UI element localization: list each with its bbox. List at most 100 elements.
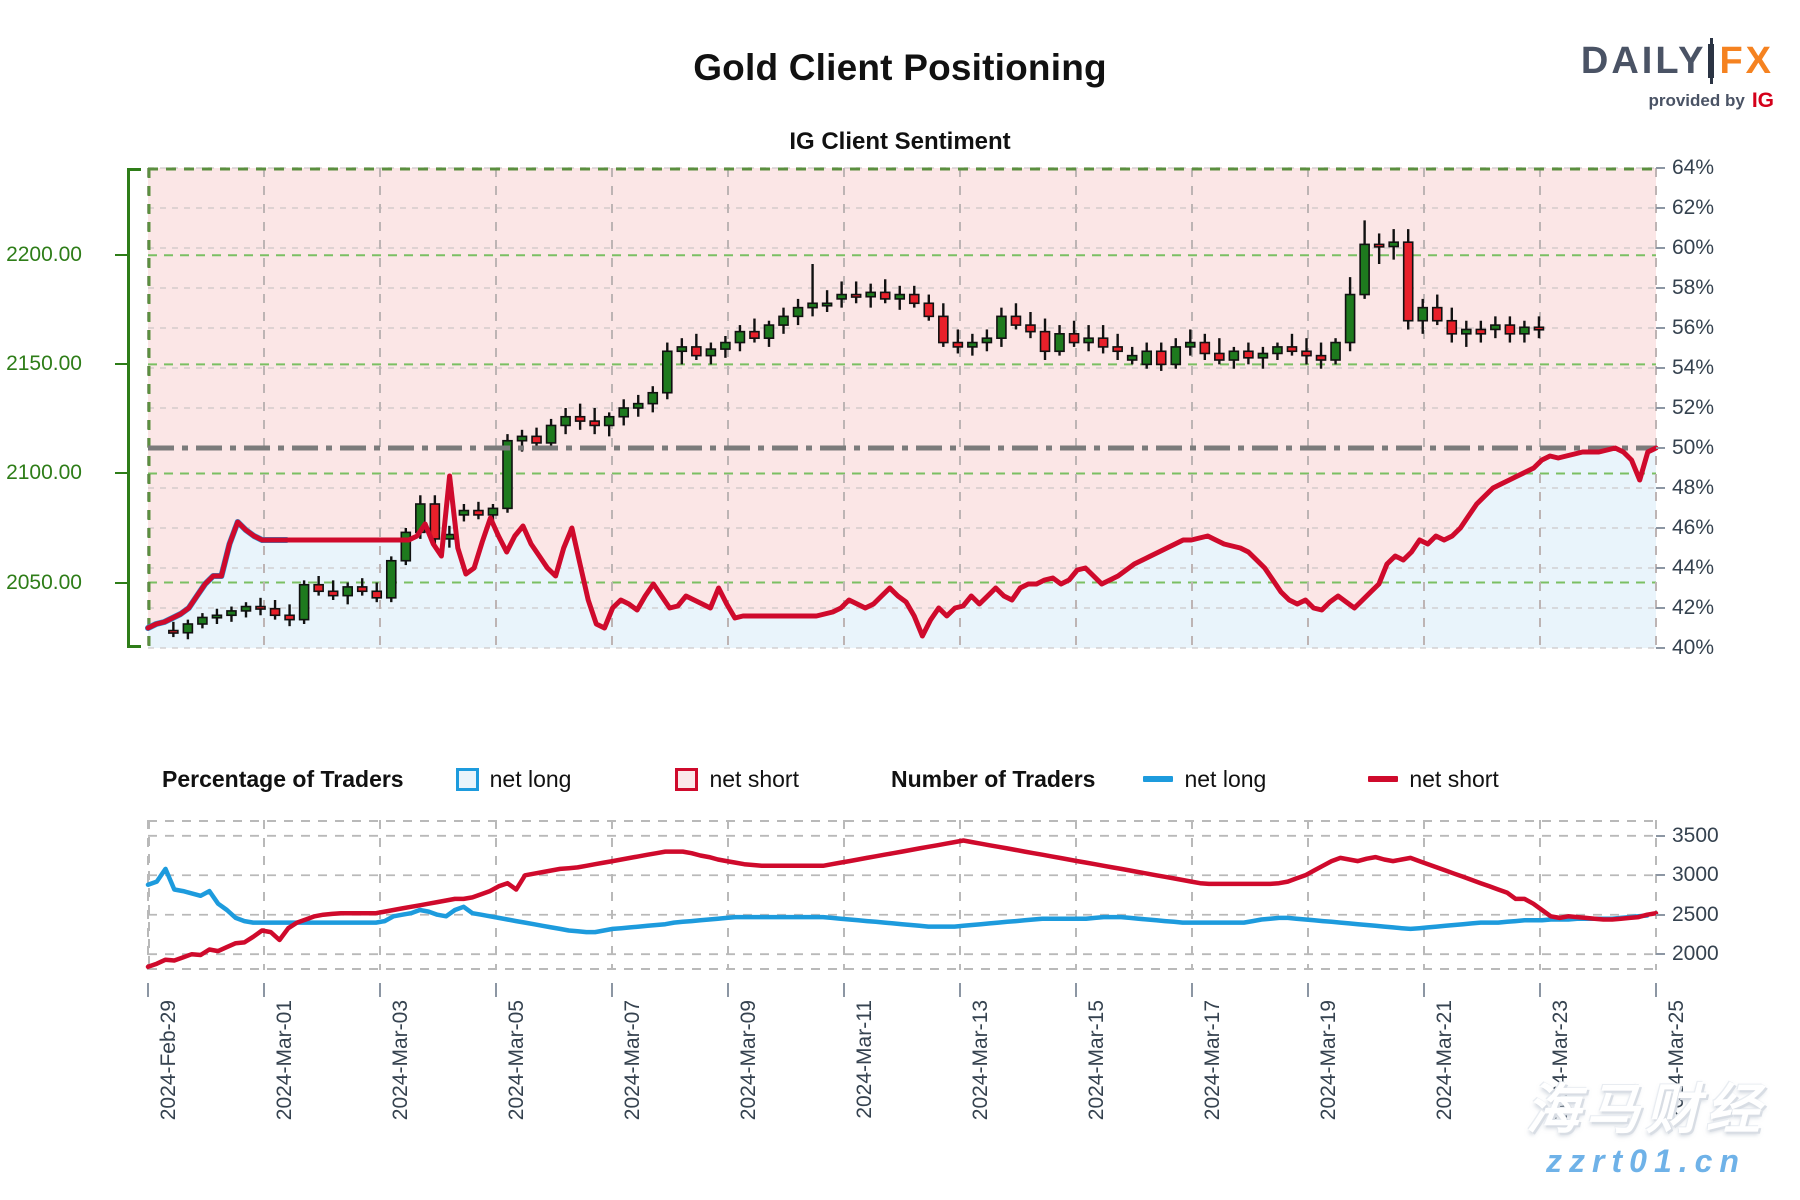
date-tick-label: 2024-Mar-21 [1433, 1000, 1456, 1121]
legend-percent-net-long[interactable]: net long [455, 765, 572, 793]
percent-tick-mark [1656, 447, 1665, 449]
main-chart-panel [145, 167, 1659, 649]
price-tick-mark [115, 254, 128, 257]
legend-label: net long [1184, 765, 1267, 792]
legend-count-net-long[interactable]: net long [1143, 766, 1266, 793]
percent-tick-mark [1656, 607, 1665, 609]
date-tick-label: 2024-Mar-03 [389, 1000, 412, 1121]
chart-subtitle: IG Client Sentiment [789, 128, 1011, 155]
date-tick-mark [263, 983, 265, 997]
candlestick-icon [1708, 38, 1715, 84]
page-title: Gold Client Positioning [693, 47, 1107, 88]
count-tick-mark [1656, 874, 1665, 877]
legend-label: net long [489, 765, 572, 792]
price-axis-line [127, 168, 130, 648]
price-tick-mark [115, 581, 128, 584]
percent-tick-label: 42% [1672, 596, 1715, 619]
date-tick-label: 2024-Mar-15 [1085, 1000, 1108, 1121]
price-tick-mark [115, 363, 128, 366]
percent-tick-mark [1656, 527, 1665, 529]
percent-tick-label: 60% [1672, 236, 1715, 259]
legend-percent-net-short[interactable]: net short [675, 766, 799, 793]
legend-label: net short [1409, 765, 1499, 792]
date-tick-label: 2024-Mar-11 [853, 1000, 876, 1119]
brand-ig-text: IG [1751, 89, 1774, 112]
count-tick-label: 2000 [1672, 942, 1719, 966]
percent-tick-mark [1656, 287, 1665, 289]
trader-count-panel [145, 820, 1659, 970]
percent-axis-ticks: 64% 62% 60% 58% 56% 54% 52% 50% 48% 46% 44% 42% 40% 3… [1656, 0, 1800, 1200]
date-tick-mark [1191, 983, 1193, 997]
net-short-line-icon [1368, 776, 1399, 782]
percent-tick-mark [1656, 487, 1665, 489]
legend-percent-header: Percentage of Traders [162, 765, 404, 792]
percent-tick-label: 54% [1672, 356, 1715, 379]
price-axis-cap-top [127, 168, 141, 171]
brand-daily-text: DAILY [1580, 40, 1707, 82]
percent-tick-mark [1656, 407, 1665, 409]
date-tick-label: 2024-Mar-13 [969, 1000, 992, 1121]
price-tick-mark [115, 472, 128, 475]
price-tick-label: 2150.00 [6, 352, 82, 376]
date-tick-label: 2024-Mar-23 [1549, 1000, 1572, 1121]
percent-tick-mark [1656, 247, 1665, 249]
date-tick-label: 2024-Feb-29 [157, 1000, 180, 1121]
main-chart-svg [145, 167, 1659, 649]
date-tick-mark [727, 983, 729, 997]
trader-count-svg [145, 820, 1659, 970]
date-tick-mark [147, 983, 149, 997]
date-tick-label: 2024-Mar-07 [621, 1000, 644, 1121]
price-tick-label: 2100.00 [6, 461, 82, 485]
date-tick-mark [611, 983, 613, 997]
date-tick-mark [1655, 983, 1657, 997]
brand-tagline: provided by [1648, 91, 1745, 110]
dailyfx-logo: DAILY FX provided by IG [1580, 38, 1774, 113]
percent-tick-label: 52% [1672, 396, 1715, 419]
percent-tick-label: 64% [1672, 156, 1715, 179]
percent-tick-label: 62% [1672, 196, 1715, 219]
legend-count-header: Number of Traders [890, 765, 1096, 792]
date-tick-mark [843, 983, 845, 997]
count-tick-mark [1656, 834, 1665, 837]
net-short-swatch-icon [675, 767, 699, 791]
chart-legend: Percentage of Traders net long net short… [148, 757, 1656, 801]
percent-tick-label: 40% [1672, 636, 1715, 659]
date-tick-label: 2024-Mar-25 [1665, 1000, 1688, 1121]
percent-tick-mark [1656, 647, 1665, 649]
date-tick-label: 2024-Mar-19 [1317, 1000, 1340, 1121]
percent-tick-mark [1656, 327, 1665, 329]
percent-tick-label: 48% [1672, 476, 1715, 499]
percent-tick-label: 50% [1672, 436, 1715, 459]
date-tick-label: 2024-Mar-17 [1201, 1000, 1224, 1121]
price-tick-label: 2200.00 [6, 243, 82, 267]
price-axis-cap-bottom [127, 645, 141, 648]
count-tick-mark [1656, 953, 1665, 956]
percent-tick-label: 46% [1672, 516, 1715, 539]
date-tick-mark [1307, 983, 1309, 997]
date-tick-mark [1539, 983, 1541, 997]
legend-label: net short [709, 765, 799, 792]
percent-tick-label: 44% [1672, 556, 1715, 579]
price-tick-label: 2050.00 [6, 570, 82, 594]
price-axis-ticks: 2200.00 2150.00 2100.00 2050.00 [0, 0, 128, 1200]
date-tick-mark [379, 983, 381, 997]
net-long-line-icon [1143, 776, 1174, 782]
count-tick-label: 3500 [1672, 823, 1719, 847]
percent-tick-label: 56% [1672, 316, 1715, 339]
count-tick-label: 2500 [1672, 902, 1719, 926]
date-tick-label: 2024-Mar-01 [273, 1000, 296, 1121]
count-tick-label: 3000 [1672, 863, 1719, 887]
brand-fx-text: FX [1719, 40, 1774, 82]
percent-tick-mark [1656, 207, 1665, 209]
date-tick-mark [1423, 983, 1425, 997]
date-tick-mark [495, 983, 497, 997]
date-tick-label: 2024-Mar-09 [737, 1000, 760, 1121]
count-tick-mark [1656, 913, 1665, 916]
date-tick-label: 2024-Mar-05 [505, 1000, 528, 1121]
percent-tick-label: 58% [1672, 276, 1715, 299]
percent-tick-mark [1656, 167, 1665, 169]
net-long-swatch-icon [455, 767, 479, 791]
legend-count-net-short[interactable]: net short [1368, 766, 1499, 793]
date-tick-mark [959, 983, 961, 997]
